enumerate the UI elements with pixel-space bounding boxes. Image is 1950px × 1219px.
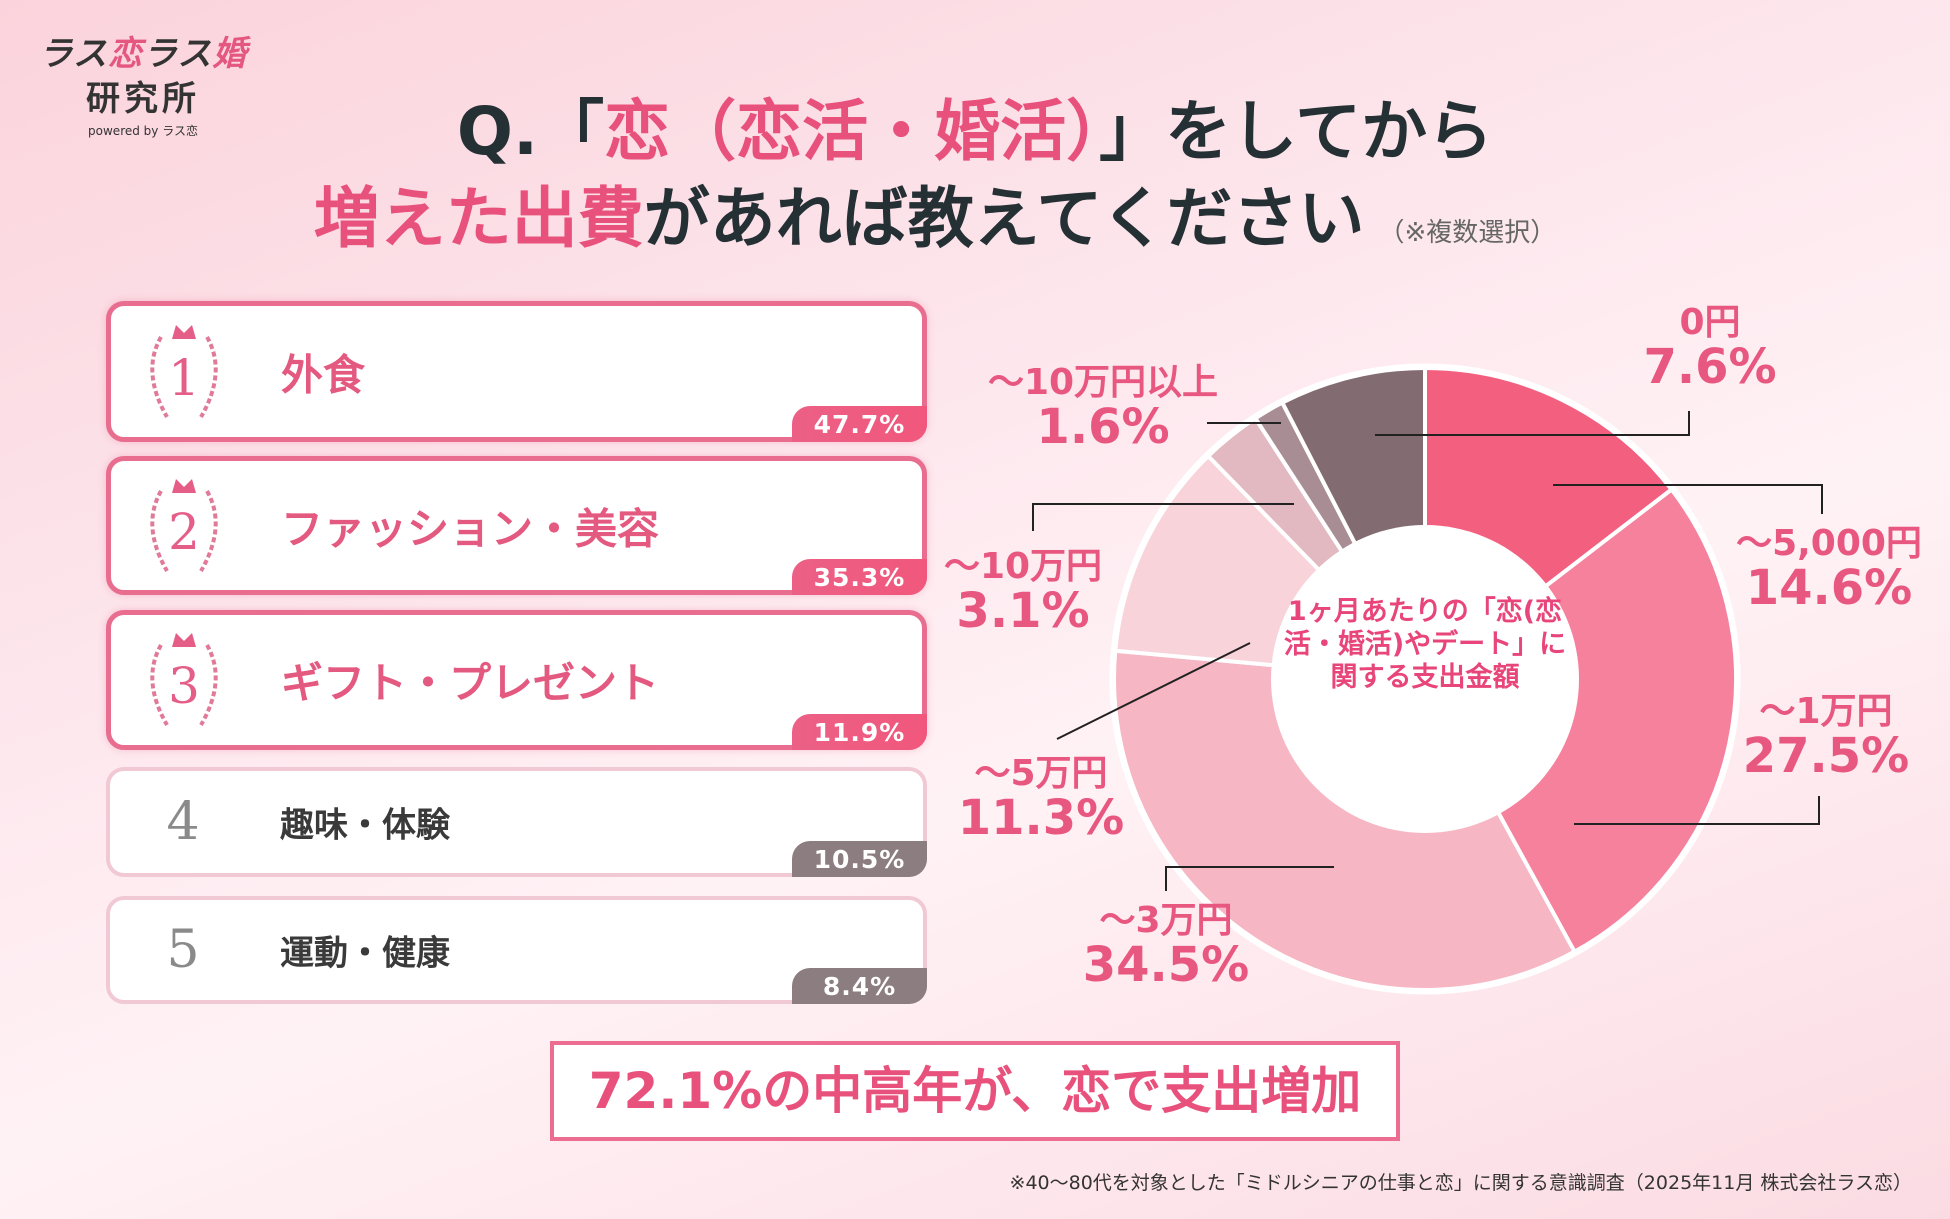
- rank-badge: 3: [139, 625, 229, 735]
- slice-value: 7.6%: [1643, 338, 1777, 395]
- slice-label-100k: 〜10万円 3.1%: [944, 548, 1102, 636]
- rank-badge: 1: [139, 317, 229, 427]
- logo-text: 婚: [212, 34, 248, 74]
- laurel-crown-icon: [150, 633, 218, 726]
- slice-label-30k: 〜3万円 34.5%: [1083, 902, 1250, 990]
- rank-label: 外食: [281, 350, 366, 399]
- rank-badge: 4: [138, 767, 228, 877]
- donut-hole: [1271, 525, 1579, 833]
- leader-line: [1165, 866, 1334, 891]
- rank-number: 4: [166, 792, 200, 852]
- leader-line: [1553, 484, 1823, 514]
- logo-text: 研究所: [86, 79, 200, 119]
- laurel-crown-icon: [150, 478, 218, 572]
- rank-percentage: 47.7%: [792, 406, 927, 442]
- ranking-item: 1 外食 47.7%: [106, 301, 927, 442]
- slice-category: 〜5万円: [974, 753, 1108, 794]
- rank-number: 3: [168, 657, 200, 715]
- slice-label-5000yen: 〜5,000円 14.6%: [1736, 525, 1922, 613]
- rank-label: ファッション・美容: [281, 504, 660, 553]
- rank-label: 趣味・体験: [280, 805, 450, 846]
- slice-category: 〜10万円以上: [987, 362, 1219, 403]
- summary-banner: 72.1%の中高年が、恋で支出増加: [550, 1041, 1400, 1141]
- rank-label: ギフト・プレゼント: [281, 658, 660, 708]
- rank-percentage: 10.5%: [792, 841, 927, 877]
- slice-value: 27.5%: [1742, 727, 1910, 784]
- slice-category: 〜1万円: [1759, 691, 1893, 732]
- logo-text: 恋: [108, 34, 143, 74]
- slice-category: 〜5,000円: [1736, 523, 1922, 564]
- footnote: ※40〜80代を対象とした「ミドルシニアの仕事と恋」に関する意識調査（2025年…: [1009, 1172, 1912, 1194]
- slice-value: 11.3%: [957, 789, 1125, 846]
- rank-badge: 5: [138, 895, 228, 1005]
- donut-outline: [1109, 363, 1741, 995]
- ranking-item: 2 ファッション・美容 35.3%: [106, 456, 927, 595]
- ranking-item: 3 ギフト・プレゼント 11.9%: [106, 610, 927, 750]
- slice-label-0yen: 0円 7.6%: [1643, 304, 1776, 392]
- rank-percentage: 35.3%: [792, 559, 927, 595]
- question-title: Q.「恋（恋活・婚活）」をしてから: [0, 78, 1950, 174]
- rank-number: 5: [166, 920, 200, 980]
- chart-title: 1ヶ月あたりの「恋(恋活・婚活)やデート」に関する支出金額: [1283, 596, 1567, 693]
- slice-category: 〜3万円: [1099, 900, 1233, 941]
- title-text: があれば教えてください: [643, 180, 1365, 257]
- slice-label-100k-plus: 〜10万円以上 1.6%: [988, 364, 1218, 452]
- leader-line: [1574, 796, 1820, 825]
- ranking-item: 4 趣味・体験 10.5%: [106, 767, 927, 877]
- rank-label: 運動・健康: [280, 933, 450, 974]
- title-highlight: 増えた出費: [313, 180, 644, 257]
- slice-value: 34.5%: [1082, 936, 1250, 993]
- title-highlight: 恋（恋活・婚活）: [604, 93, 1100, 170]
- leader-line: [1056, 642, 1251, 740]
- ranking-item: 5 運動・健康 8.4%: [106, 896, 927, 1004]
- slice-label-10k: 〜1万円 27.5%: [1743, 693, 1910, 781]
- rank-number: 2: [168, 502, 200, 561]
- slice-category: 〜10万円: [943, 546, 1103, 587]
- rank-badge: 2: [139, 471, 229, 581]
- logo-text: ラス: [143, 34, 213, 74]
- slice-value: 14.6%: [1745, 559, 1913, 616]
- slice-label-50k: 〜5万円 11.3%: [958, 755, 1125, 843]
- laurel-crown-icon: [150, 324, 218, 418]
- rank-percentage: 11.9%: [792, 714, 927, 750]
- leader-line: [1375, 411, 1690, 436]
- question-title-line2: 増えた出費があれば教えてください （※複数選択）: [0, 165, 1910, 261]
- title-suffix: 」をしてから: [1099, 93, 1494, 170]
- logo-text: ラス: [38, 34, 108, 74]
- rank-number: 1: [168, 348, 200, 407]
- rank-percentage: 8.4%: [792, 968, 927, 1004]
- logo-powered-by: powered by ラス恋: [88, 124, 198, 138]
- slice-value: 3.1%: [956, 582, 1090, 639]
- slice-category: 0円: [1679, 302, 1741, 343]
- multiple-choice-note: （※複数選択）: [1378, 218, 1557, 248]
- slice-value: 1.6%: [1036, 398, 1170, 455]
- leader-line: [1032, 503, 1294, 531]
- title-prefix: Q.「: [456, 93, 605, 170]
- logo: ラス恋ラス婚 研究所 powered by ラス恋: [28, 26, 258, 139]
